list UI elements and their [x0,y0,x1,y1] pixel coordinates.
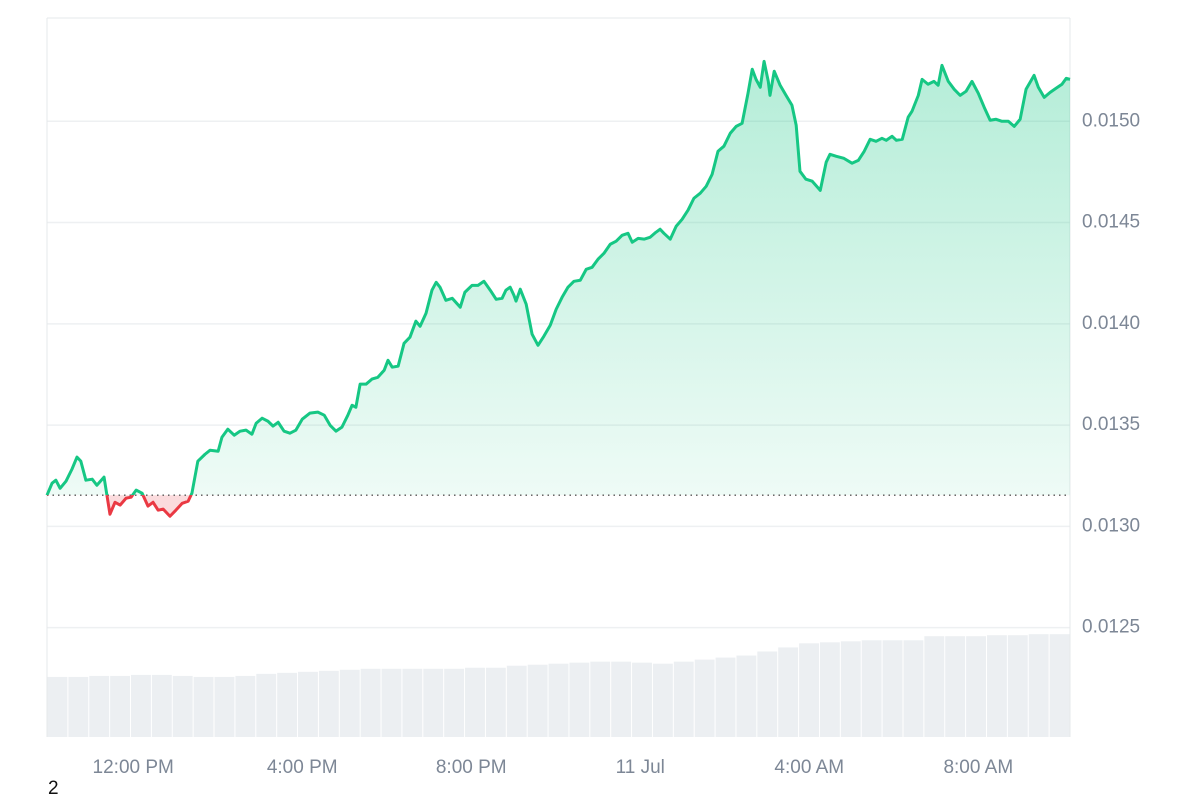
volume-bar [318,670,339,737]
volume-bar [673,661,694,737]
x-tick-label: 11 Jul [616,757,665,778]
volume-bar [47,676,68,737]
y-tick-label: 0.0140 [1082,313,1140,334]
volume-bar [277,672,298,737]
volume-bar [444,668,465,737]
volume-bar [1049,634,1070,737]
area-up [47,61,1070,496]
y-tick-label: 0.0135 [1082,414,1140,435]
volume-bar [68,676,89,737]
volume-bar [151,674,172,737]
volume-bar [256,673,277,737]
volume-bar [110,675,131,737]
volume-bar [89,675,110,737]
volume-bar [966,636,986,737]
x-tick-label: 8:00 AM [943,757,1013,778]
volume-bar [548,663,569,737]
volume-bar [945,636,966,737]
volume-bar [339,669,360,737]
volume-bar [924,636,945,737]
volume-bar [694,659,715,737]
volume-bar [172,675,193,737]
volume-bar [590,661,611,737]
volume-bar [569,662,590,737]
area-layer [45,59,1071,518]
area-down [47,495,1070,517]
volume-bar [799,643,819,737]
x-tick-label: 12:00 PM [93,757,174,778]
volume-bar [360,668,381,737]
volume-bar [485,667,506,737]
volume-bar [819,642,840,737]
volume-bar [632,662,652,737]
volume-bar [611,661,632,737]
y-tick-label: 0.0130 [1082,515,1140,536]
volume-bar [652,663,673,737]
volume-bar [423,668,444,737]
volume-bar [715,657,736,737]
volume-bar [193,676,214,737]
price-line-up [45,59,1071,496]
volume-bar [840,641,861,737]
volume-bar [1028,634,1049,737]
x-tick-label: 8:00 PM [436,757,507,778]
volume-bar [861,640,882,737]
volume-bar [214,676,235,737]
volume-bar [298,671,318,737]
volume-bar [402,668,423,737]
volume-bar [1007,635,1028,737]
y-tick-label: 0.0150 [1082,110,1140,131]
volume-bar [903,640,924,737]
corner-label: 2 [48,778,59,799]
axis-layer: 0.0125 0.0130 0.0135 0.0140 0.0145 0.0150 12:0… [93,110,1141,778]
volume-bar [381,668,402,737]
volume-bar [882,640,903,737]
volume-bar [465,667,485,737]
volume-bar [986,635,1007,737]
volume-bar [736,655,757,737]
volume-bar [506,665,527,737]
y-tick-label: 0.0125 [1082,617,1140,638]
x-tick-label: 4:00 AM [774,757,844,778]
volume-bar [235,675,256,737]
volume-layer [47,634,1070,737]
y-tick-label: 0.0145 [1082,212,1140,233]
volume-bar [778,647,799,737]
volume-bar [757,651,778,737]
volume-bar [131,674,151,737]
volume-bar [527,664,548,737]
x-tick-label: 4:00 PM [267,757,338,778]
